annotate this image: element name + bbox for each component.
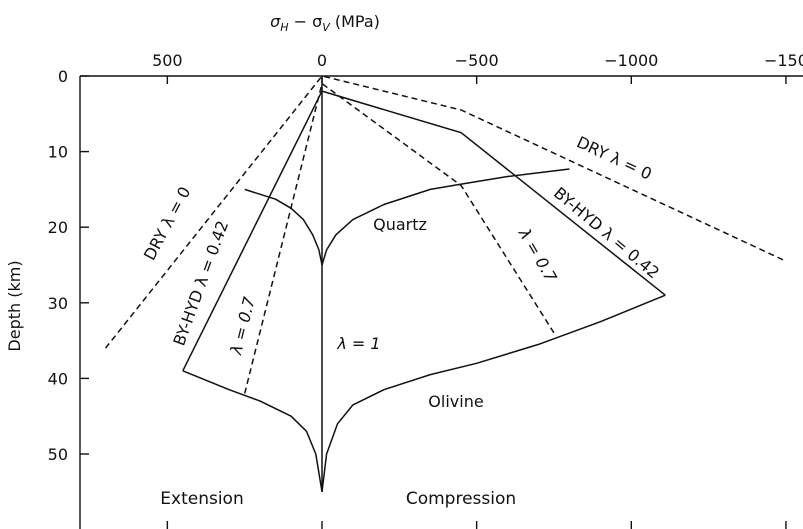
series-quartz-extension <box>244 188 323 266</box>
y-tick-label: 50 <box>48 445 68 464</box>
series-quartz <box>321 168 570 266</box>
x-tick-label: 500 <box>152 51 183 70</box>
label-dry-left: DRY λ = 0 <box>140 183 195 263</box>
label-byhyd-right: BY-HYD λ = 0.42 <box>550 183 663 282</box>
series-0-7 <box>243 82 555 394</box>
label-compression: Compression <box>406 489 516 509</box>
x-tick-label: −500 <box>455 51 499 70</box>
y-tick-label: 10 <box>48 143 68 162</box>
label-lam1: λ = 1 <box>336 334 380 353</box>
label-byhyd-left: BY-HYD λ = 0.42 <box>169 218 232 348</box>
x-tick-label: −150 <box>764 51 803 70</box>
label-dry-right: DRY λ = 0 <box>574 132 655 183</box>
label-quartz: Quartz <box>373 215 427 234</box>
y-axis-title: Depth (km) <box>5 260 24 351</box>
y-tick-label: 40 <box>48 369 68 388</box>
y-tick-label: 20 <box>48 218 68 237</box>
x-tick-label: 0 <box>317 51 327 70</box>
series-dry-0 <box>104 75 787 349</box>
series-by-hyd-0-42 <box>182 90 666 372</box>
label-lam07-left: λ = 0.7 <box>226 294 259 357</box>
label-extension: Extension <box>160 489 243 509</box>
y-tick-label: 30 <box>48 294 68 313</box>
series-olivine <box>321 294 666 492</box>
label-olivine: Olivine <box>428 392 483 411</box>
x-tick-label: −1000 <box>604 51 658 70</box>
y-tick-label: 0 <box>58 67 68 86</box>
label-lam07-right: λ = 0.7 <box>514 224 561 286</box>
x-axis-title: σH − σV (MPa) <box>270 12 380 34</box>
series-olivine-extension <box>182 370 323 492</box>
